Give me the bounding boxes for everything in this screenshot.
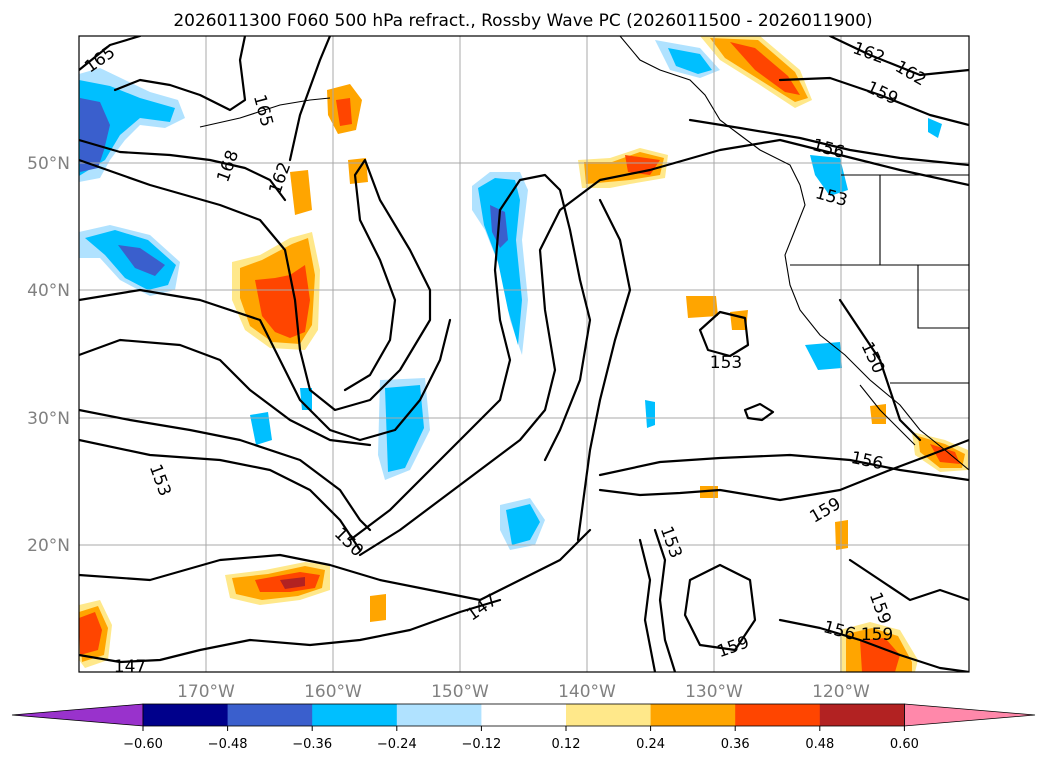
state-border-3 <box>917 265 969 329</box>
contour-165b <box>113 36 247 112</box>
contour-168 <box>79 138 287 202</box>
neg-region-coast <box>810 155 848 196</box>
pos-region-north-red <box>336 98 352 126</box>
contour-156-north <box>688 118 969 167</box>
contour-153-east <box>576 198 632 542</box>
neg-region-w-deep <box>118 245 165 276</box>
contour-156-south <box>638 538 657 672</box>
lat-tick: 50°N <box>27 154 70 174</box>
pos-spot-1 <box>290 170 312 215</box>
pos-spot-2 <box>686 296 718 318</box>
contour-147-bottom <box>79 598 502 664</box>
colorbar-segment <box>819 704 905 726</box>
colorbar-segment <box>481 704 567 726</box>
contour-main-band-2 <box>358 138 969 557</box>
contour-label: 147 <box>114 657 146 677</box>
lon-tick: 120°W <box>812 682 870 702</box>
contour-165 <box>79 36 142 72</box>
neg-spot-1 <box>250 412 272 445</box>
colorbar-segment <box>396 704 482 726</box>
contour-159-left <box>79 288 452 442</box>
colorbar-tick-label: 0.24 <box>636 737 665 752</box>
contour-label: 153 <box>710 353 742 373</box>
colorbar-tick-label: −0.36 <box>292 737 332 752</box>
lat-tick: 40°N <box>27 281 70 301</box>
alaska-coast <box>619 36 801 186</box>
colorbar-tick-label: 0.60 <box>890 737 919 752</box>
contour-labels: 165 165 168 162 162 162 159 156 153 153 … <box>81 38 929 677</box>
west-coast <box>784 184 969 471</box>
baja <box>859 384 916 446</box>
colorbar-tick-label: 0.12 <box>552 737 581 752</box>
colorbar-tick-label: −0.48 <box>208 737 248 752</box>
contour-162 <box>79 158 432 412</box>
colorbar-segment <box>312 704 398 726</box>
pos-region-ss-deep <box>280 577 305 589</box>
lon-tick: 170°W <box>177 682 235 702</box>
lon-tick: 160°W <box>304 682 362 702</box>
colorbar-segment <box>566 704 652 726</box>
contour-main-band <box>348 173 592 542</box>
contour-159-closed <box>683 563 757 652</box>
neg-region-nw-deep <box>80 98 110 172</box>
contour-156-se <box>778 618 969 672</box>
colorbar-outline <box>142 703 905 727</box>
lon-axis: 170°W 160°W 150°W 140°W 130°W 120°W <box>177 682 870 702</box>
lat-tick: 30°N <box>27 409 70 429</box>
colorbar-segment <box>143 704 229 726</box>
neg-region-se-core <box>506 504 540 545</box>
neg-region-socal <box>805 342 842 370</box>
contour-156-east <box>598 453 969 482</box>
lon-tick: 130°W <box>685 682 743 702</box>
pos-spot-8 <box>870 404 886 424</box>
colorbar-tick-label: −0.60 <box>123 737 163 752</box>
colorbar-segment <box>650 704 736 726</box>
pos-region-baja-red <box>930 444 960 464</box>
contour-159-east <box>598 438 969 502</box>
colorbar-tick-label: −0.24 <box>377 737 417 752</box>
colorbar-segment <box>735 704 821 726</box>
lon-tick: 150°W <box>431 682 489 702</box>
contour-150-mid <box>79 438 362 552</box>
map-frame <box>78 35 970 673</box>
pos-region-gulf-red <box>730 42 800 95</box>
contour-153-south <box>653 528 677 672</box>
map-area: 165 165 168 162 162 162 159 156 153 153 … <box>79 36 969 677</box>
neg-spot-2 <box>645 400 655 428</box>
lat-axis: 50°N 40°N 30°N 20°N <box>27 154 70 556</box>
colorbar-tick-label: −0.12 <box>461 737 501 752</box>
contour-159-north <box>778 76 969 127</box>
pos-spot-4 <box>370 594 386 622</box>
colorbar-tick-label: 0.36 <box>721 737 750 752</box>
pos-region-sw-red <box>79 612 102 655</box>
contour-159-se <box>848 558 969 602</box>
colorbar-segment <box>227 704 313 726</box>
contour-label: 159 <box>861 625 893 645</box>
contours <box>79 36 969 672</box>
lon-tick: 140°W <box>558 682 616 702</box>
figure-title: 2026011300 F060 500 hPa refract., Rossby… <box>173 11 872 31</box>
contour-small-closed <box>743 402 775 422</box>
contour-147 <box>79 528 592 602</box>
neg-region-central-core <box>478 178 522 345</box>
neg-spot-4 <box>928 118 942 138</box>
contour-153-left <box>79 408 372 532</box>
colorbar-extend-max <box>904 703 1036 727</box>
colorbar: −0.60 −0.48 −0.36 −0.24 −0.12 0.12 0.24 0.36 0.4… <box>11 703 1036 752</box>
contour-150-left <box>79 338 372 447</box>
lat-tick: 20°N <box>27 536 70 556</box>
colorbar-extend-min <box>11 703 144 727</box>
neg-region-ak-core <box>668 48 712 74</box>
contour-162-top <box>288 36 332 162</box>
contour-153-closed <box>698 310 750 358</box>
contour-150-coast <box>838 298 922 442</box>
coastlines <box>199 36 969 471</box>
pos-region-se-red <box>860 638 900 672</box>
colorbar-tick-label: 0.48 <box>805 737 834 752</box>
aleutians <box>199 97 331 128</box>
contour-162-ne <box>828 36 969 77</box>
